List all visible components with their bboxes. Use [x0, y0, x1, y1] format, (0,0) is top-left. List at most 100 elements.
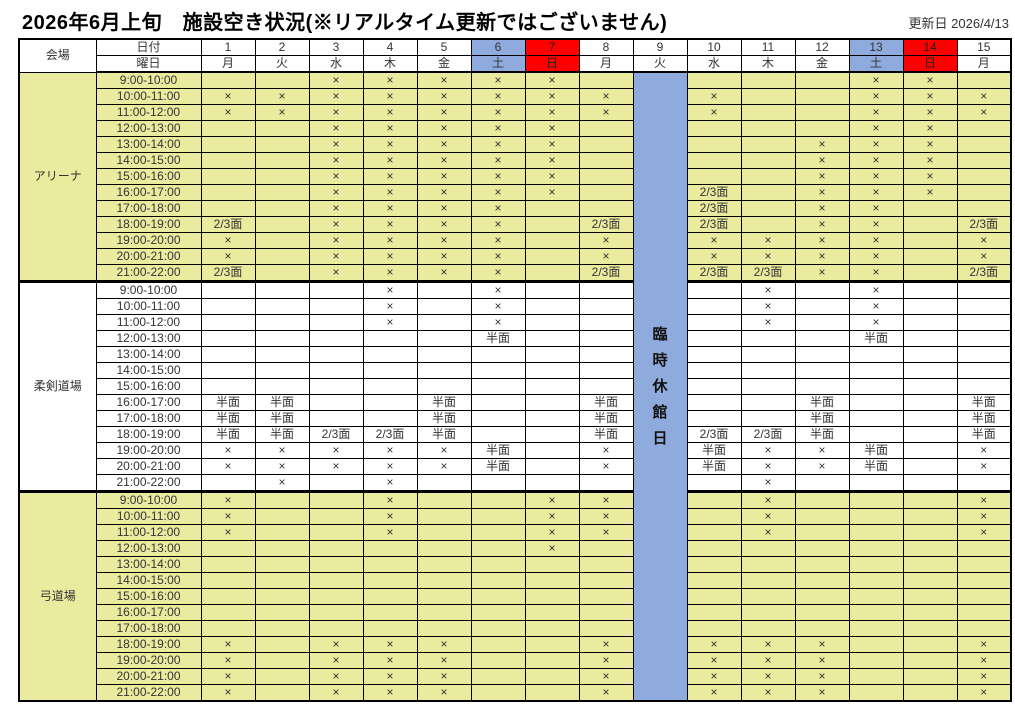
slot-cell: × [470, 152, 526, 169]
slot-cell [416, 604, 472, 621]
slot-cell [362, 540, 418, 557]
slot-cell: × [524, 168, 580, 185]
slot-cell [740, 184, 796, 201]
slot-cell: × [740, 684, 796, 702]
date-header-cell: 14 [902, 38, 958, 56]
slot-cell [308, 604, 364, 621]
date-header-cell: 10 [686, 38, 742, 56]
slot-cell [848, 346, 904, 363]
slot-cell: × [254, 474, 310, 492]
slot-cell [524, 280, 580, 299]
slot-cell: 半面 [578, 426, 634, 443]
slot-cell: × [740, 314, 796, 331]
closure-label-char: 日 [652, 430, 668, 447]
slot-cell [740, 346, 796, 363]
slot-cell [254, 508, 310, 525]
slot-cell [308, 314, 364, 331]
slot-cell [686, 314, 742, 331]
time-cell: 11:00-12:00 [95, 314, 202, 331]
slot-cell: 半面 [470, 330, 526, 347]
slot-cell [686, 394, 742, 411]
closure-label-char: 時 [652, 352, 668, 369]
slot-cell: × [902, 184, 958, 201]
slot-cell: × [362, 298, 418, 315]
slot-cell: 2/3面 [362, 426, 418, 443]
time-cell: 18:00-19:00 [95, 216, 202, 233]
slot-cell [902, 540, 958, 557]
slot-cell: × [848, 184, 904, 201]
slot-cell [956, 604, 1012, 621]
venue-cell: アリーナ [18, 71, 97, 282]
slot-cell: × [794, 136, 850, 153]
slot-cell [686, 280, 742, 299]
time-cell: 17:00-18:00 [95, 200, 202, 217]
slot-cell [740, 330, 796, 347]
day-header-cell: 木 [362, 55, 418, 73]
slot-cell [902, 216, 958, 233]
slot-cell [308, 298, 364, 315]
slot-cell [578, 474, 634, 492]
slot-cell [578, 620, 634, 637]
slot-cell [956, 540, 1012, 557]
slot-cell: 半面 [254, 410, 310, 427]
slot-cell [416, 490, 472, 509]
slot-cell [902, 652, 958, 669]
slot-cell [686, 120, 742, 137]
slot-cell [794, 362, 850, 379]
slot-cell: × [470, 168, 526, 185]
slot-cell: × [362, 474, 418, 492]
slot-cell [524, 378, 580, 395]
time-cell: 18:00-19:00 [95, 636, 202, 653]
date-header-cell: 5 [416, 38, 472, 56]
slot-cell: × [794, 442, 850, 459]
slot-cell: × [470, 248, 526, 265]
slot-cell [578, 71, 634, 89]
slot-cell [524, 620, 580, 637]
slot-cell: × [740, 636, 796, 653]
slot-cell [686, 556, 742, 573]
slot-cell [470, 620, 526, 637]
slot-cell [740, 588, 796, 605]
slot-cell [902, 410, 958, 427]
slot-cell: × [686, 88, 742, 105]
slot-cell: 半面 [470, 458, 526, 475]
slot-cell [470, 588, 526, 605]
slot-cell: × [308, 636, 364, 653]
slot-cell: × [308, 216, 364, 233]
closure-cell: 臨時休館日 [632, 71, 688, 702]
slot-cell: 半面 [254, 394, 310, 411]
slot-cell [956, 120, 1012, 137]
slot-cell: × [362, 136, 418, 153]
slot-cell: 2/3面 [308, 426, 364, 443]
slot-cell: × [956, 458, 1012, 475]
slot-cell [578, 120, 634, 137]
slot-cell: × [470, 232, 526, 249]
slot-cell: 2/3面 [578, 216, 634, 233]
slot-cell [740, 394, 796, 411]
slot-cell: × [308, 248, 364, 265]
slot-cell: × [740, 442, 796, 459]
slot-cell [470, 410, 526, 427]
slot-cell [848, 540, 904, 557]
slot-cell [956, 184, 1012, 201]
slot-cell [470, 394, 526, 411]
slot-cell [686, 378, 742, 395]
slot-cell: × [254, 442, 310, 459]
slot-cell: × [740, 508, 796, 525]
slot-cell [524, 200, 580, 217]
slot-cell: × [794, 458, 850, 475]
slot-cell [740, 604, 796, 621]
slot-cell [362, 588, 418, 605]
slot-cell [902, 394, 958, 411]
day-header-cell: 月 [578, 55, 634, 73]
slot-cell [902, 508, 958, 525]
slot-cell [902, 280, 958, 299]
slot-cell [578, 588, 634, 605]
slot-cell [308, 524, 364, 541]
slot-cell: 2/3面 [686, 200, 742, 217]
slot-cell: × [848, 248, 904, 265]
slot-cell [848, 636, 904, 653]
slot-cell [470, 604, 526, 621]
slot-cell [578, 298, 634, 315]
slot-cell: × [308, 71, 364, 89]
